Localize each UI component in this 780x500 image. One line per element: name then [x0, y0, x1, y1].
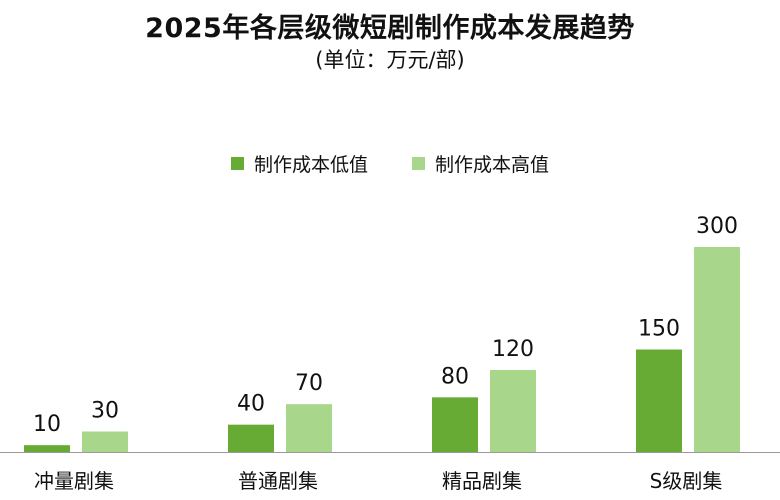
category-label-0: 冲量剧集 [34, 469, 114, 493]
legend-label-high: 制作成本高值 [435, 154, 550, 176]
bar-low-3 [636, 349, 682, 452]
legend-swatch-low [230, 157, 244, 170]
chart-subtitle: (单位：万元/部) [315, 48, 465, 72]
legend-item-low: 制作成本低值 [230, 150, 368, 177]
bar-high-1 [286, 404, 332, 452]
bar-high-3 [694, 247, 740, 452]
data-label-low-2: 80 [441, 364, 469, 389]
bar-low-1 [228, 424, 274, 452]
data-label-high-0: 30 [91, 399, 119, 424]
data-label-low-1: 40 [237, 392, 265, 417]
bar-high-2 [490, 370, 536, 452]
legend-swatch-high [412, 157, 425, 170]
bar-low-2 [432, 397, 478, 452]
chart-title: 2025年各层级微短剧制作成本发展趋势 [145, 13, 635, 44]
data-label-high-3: 300 [696, 214, 738, 239]
data-label-low-0: 10 [33, 412, 61, 437]
legend-label-low: 制作成本低值 [253, 154, 368, 176]
data-label-high-2: 120 [492, 337, 534, 362]
category-label-1: 普通剧集 [238, 469, 318, 493]
bar-low-0 [24, 445, 70, 452]
legend: 制作成本低值 制作成本高值 [0, 150, 780, 177]
category-label-3: S级剧集 [650, 469, 723, 493]
data-label-low-3: 150 [638, 317, 680, 342]
bar-high-0 [82, 431, 128, 452]
data-label-high-1: 70 [295, 371, 323, 396]
legend-item-high: 制作成本高值 [412, 150, 549, 177]
category-label-2: 精品剧集 [442, 469, 522, 493]
